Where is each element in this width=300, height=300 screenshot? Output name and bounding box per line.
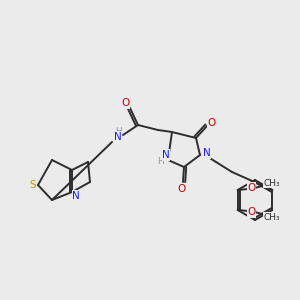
Text: O: O (208, 118, 216, 128)
Text: O: O (121, 98, 129, 108)
Text: S: S (30, 180, 36, 190)
Text: CH₃: CH₃ (263, 212, 280, 221)
Text: N: N (203, 148, 211, 158)
Text: O: O (248, 183, 256, 193)
Text: CH₃: CH₃ (263, 178, 280, 188)
Text: O: O (248, 207, 256, 217)
Text: N: N (72, 191, 80, 201)
Text: O: O (178, 184, 186, 194)
Text: N: N (162, 150, 170, 160)
Text: N: N (114, 132, 122, 142)
Text: H: H (157, 158, 164, 166)
Text: H: H (115, 127, 122, 136)
